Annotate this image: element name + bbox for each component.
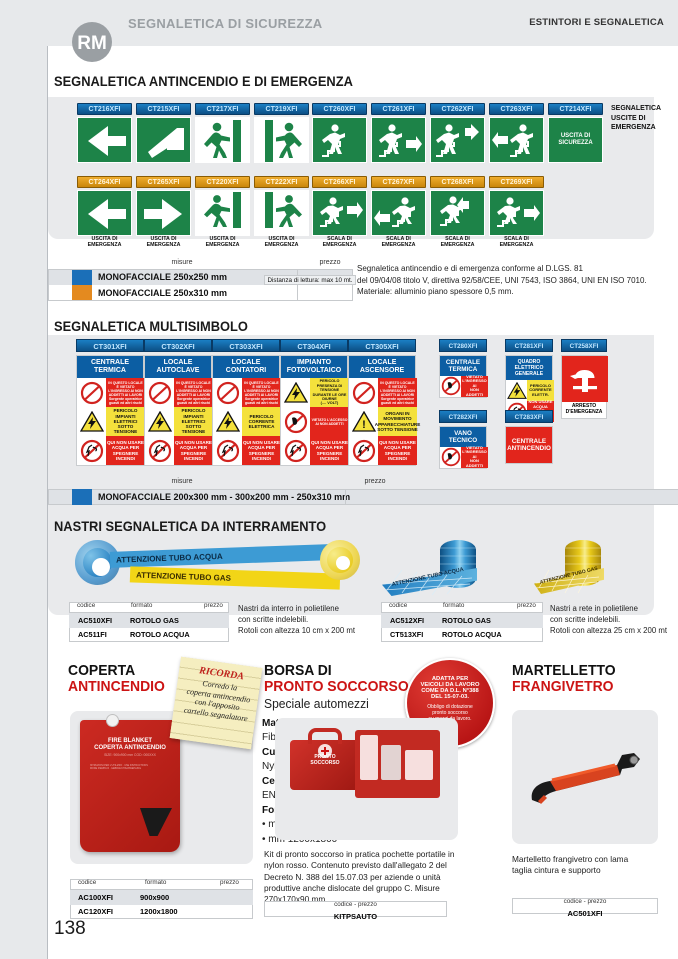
svg-text:!: ! xyxy=(362,419,366,431)
svg-text:RM: RM xyxy=(77,33,107,54)
